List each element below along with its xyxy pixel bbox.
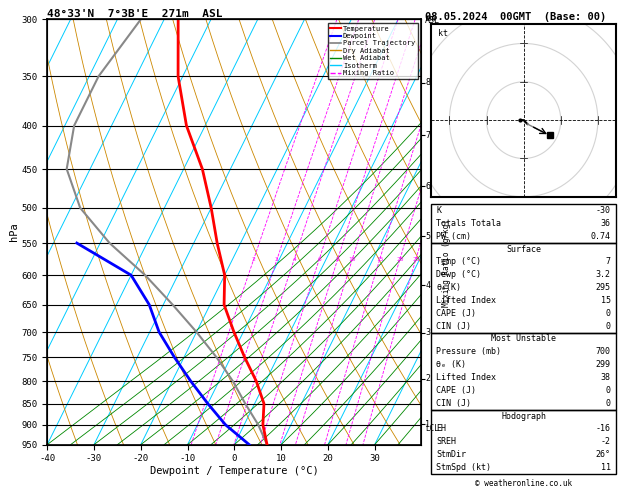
Text: 6: 6 (317, 257, 321, 262)
Text: 0.74: 0.74 (591, 232, 611, 241)
Text: 700: 700 (596, 347, 611, 356)
Text: 0: 0 (606, 309, 611, 318)
Text: 0: 0 (606, 399, 611, 408)
Text: km: km (425, 14, 435, 23)
Legend: Temperature, Dewpoint, Parcel Trajectory, Dry Adiabat, Wet Adiabat, Isotherm, Mi: Temperature, Dewpoint, Parcel Trajectory… (328, 23, 418, 79)
Text: 7: 7 (606, 258, 611, 266)
Text: -30: -30 (596, 206, 611, 215)
Text: 38: 38 (601, 373, 611, 382)
Text: 4: 4 (425, 280, 430, 290)
Text: Mixing Ratio (g/kg): Mixing Ratio (g/kg) (442, 219, 452, 307)
Text: 3: 3 (275, 257, 279, 262)
Text: Temp (°C): Temp (°C) (437, 258, 481, 266)
Text: 3: 3 (425, 328, 430, 337)
Text: 3.2: 3.2 (596, 270, 611, 279)
Text: PW (cm): PW (cm) (437, 232, 471, 241)
Text: 2: 2 (425, 374, 430, 383)
Text: Lifted Index: Lifted Index (437, 296, 496, 305)
Text: 0: 0 (606, 322, 611, 330)
Text: 20: 20 (396, 257, 404, 262)
Text: 8: 8 (336, 257, 340, 262)
Text: CAPE (J): CAPE (J) (437, 386, 476, 395)
Text: © weatheronline.co.uk: © weatheronline.co.uk (475, 479, 572, 486)
Bar (431, 332, 616, 410)
Text: 299: 299 (596, 360, 611, 369)
Text: LCL: LCL (425, 424, 439, 434)
Text: -2: -2 (601, 437, 611, 446)
Text: 11: 11 (601, 463, 611, 472)
Text: StmSpd (kt): StmSpd (kt) (437, 463, 491, 472)
Text: kt: kt (438, 29, 448, 38)
Text: 0: 0 (606, 386, 611, 395)
Text: 2: 2 (252, 257, 255, 262)
Text: Most Unstable: Most Unstable (491, 334, 556, 344)
Text: CIN (J): CIN (J) (437, 399, 471, 408)
Text: 7: 7 (425, 131, 430, 139)
Text: 4: 4 (292, 257, 296, 262)
Text: SREH: SREH (437, 437, 457, 446)
Text: 08.05.2024  00GMT  (Base: 00): 08.05.2024 00GMT (Base: 00) (425, 12, 606, 22)
Text: 36: 36 (601, 219, 611, 228)
Text: -16: -16 (596, 424, 611, 434)
Text: Pressure (mb): Pressure (mb) (437, 347, 501, 356)
Text: θₑ (K): θₑ (K) (437, 360, 467, 369)
Text: 8: 8 (425, 78, 430, 87)
Text: 6: 6 (425, 182, 430, 191)
Text: K: K (437, 206, 442, 215)
Text: CAPE (J): CAPE (J) (437, 309, 476, 318)
Text: Totals Totala: Totals Totala (437, 219, 501, 228)
Text: CIN (J): CIN (J) (437, 322, 471, 330)
Bar (431, 204, 616, 243)
X-axis label: Dewpoint / Temperature (°C): Dewpoint / Temperature (°C) (150, 466, 319, 476)
Text: 25: 25 (412, 257, 420, 262)
Text: 5: 5 (425, 232, 430, 241)
Text: 10: 10 (348, 257, 356, 262)
Text: 26°: 26° (596, 450, 611, 459)
Text: Hodograph: Hodograph (501, 412, 546, 420)
Text: Surface: Surface (506, 244, 541, 254)
Text: Dewp (°C): Dewp (°C) (437, 270, 481, 279)
Text: EH: EH (437, 424, 447, 434)
Text: θₑ(K): θₑ(K) (437, 283, 462, 292)
Text: 15: 15 (601, 296, 611, 305)
Y-axis label: hPa: hPa (9, 223, 18, 242)
Text: 15: 15 (376, 257, 384, 262)
Bar (431, 410, 616, 474)
Text: 295: 295 (596, 283, 611, 292)
Text: 48°33'N  7°3B'E  271m  ASL: 48°33'N 7°3B'E 271m ASL (47, 9, 223, 18)
Text: Lifted Index: Lifted Index (437, 373, 496, 382)
Text: ASL: ASL (425, 16, 440, 25)
Text: 1: 1 (425, 420, 430, 429)
Bar (431, 243, 616, 332)
Text: StmDir: StmDir (437, 450, 467, 459)
